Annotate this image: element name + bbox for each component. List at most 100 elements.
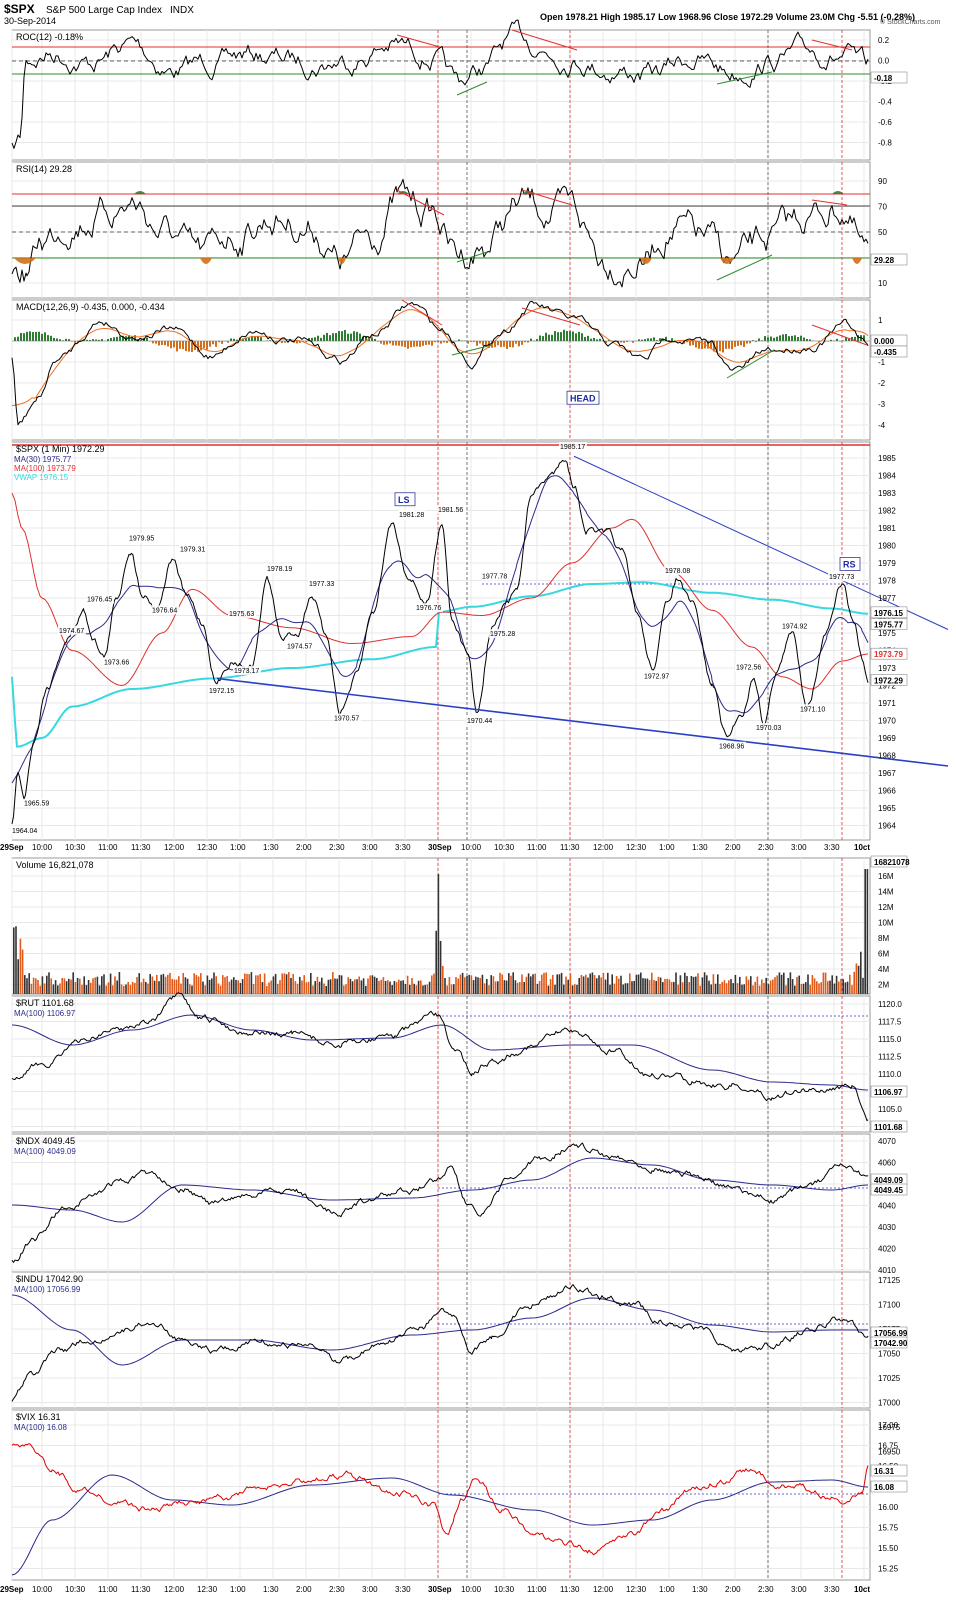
volume-bar — [281, 973, 283, 994]
price-tick-label: 1977 — [878, 594, 896, 603]
roc-badge: -0.18 — [874, 74, 893, 83]
macd-histogram-bar — [584, 337, 586, 341]
time-axis-label: 10ct — [854, 843, 870, 852]
time-axis-label: 11:30 — [131, 1585, 151, 1594]
price-point-label: 1972.15 — [209, 688, 234, 695]
time-axis-bottom: 29Sep 10:00 10:30 11:00 11:30 12:00 12:30 1:00 1… — [0, 1585, 870, 1594]
pattern-label: RS — [843, 560, 856, 570]
macd-histogram-bar — [14, 337, 16, 341]
volume-bar — [15, 926, 17, 994]
volume-bar — [593, 975, 596, 994]
volume-bar — [444, 977, 446, 994]
volume-bar — [420, 980, 422, 994]
volume-bar — [37, 979, 39, 994]
volume-bar — [101, 976, 103, 994]
rut-tick-label: 1105.0 — [878, 1105, 902, 1114]
volume-tick-label: 2M — [878, 981, 889, 990]
macd-histogram-bar — [482, 341, 484, 346]
volume-bar — [569, 973, 572, 994]
volume-bar — [679, 975, 682, 994]
time-axis-label: 11:00 — [527, 843, 547, 852]
macd-histogram-bar — [719, 341, 721, 352]
macd-histogram-bar — [50, 335, 52, 341]
volume-bar — [739, 976, 741, 994]
ndx-ma-legend: MA(100) 4049.09 — [14, 1147, 76, 1156]
macd-histogram-bar — [626, 341, 628, 342]
volume-bar — [530, 976, 532, 994]
volume-bar — [32, 977, 35, 994]
volume-bar — [523, 981, 525, 994]
volume-bar — [750, 976, 752, 994]
volume-bar — [54, 980, 57, 994]
volume-bar — [140, 982, 143, 994]
volume-bar — [600, 977, 602, 994]
volume-bar — [402, 980, 404, 994]
macd-tick-label: -2 — [878, 379, 886, 388]
macd-histogram-bar — [782, 334, 784, 341]
macd-histogram-bar — [299, 341, 301, 343]
price-tick-label: 1966 — [878, 787, 896, 796]
rsi-title: RSI(14) 29.28 — [16, 164, 72, 174]
volume-bar — [202, 981, 204, 994]
roc-divergence-green — [716, 71, 773, 85]
macd-histogram-bar — [287, 341, 289, 342]
price-point-label-bg — [781, 621, 809, 631]
macd-histogram-bar — [140, 339, 142, 341]
volume-bar — [728, 980, 730, 994]
macd-histogram-bar — [758, 338, 760, 341]
volume-bar — [235, 979, 237, 994]
volume-bar — [796, 976, 798, 994]
macd-histogram-bar — [341, 331, 343, 341]
indu-tick-label: 16975 — [878, 1423, 901, 1432]
price-point-label-bg — [398, 510, 426, 520]
time-axis-label: 10:00 — [461, 843, 482, 852]
volume-bar — [435, 930, 437, 994]
macd-histogram-bar — [671, 338, 673, 341]
volume-bar — [431, 975, 433, 994]
macd-histogram-bar — [92, 339, 94, 341]
macd-histogram-bar — [167, 341, 169, 347]
macd-histogram-bar — [386, 341, 388, 345]
volume-bar — [197, 976, 200, 994]
volume-bar — [857, 965, 860, 994]
macd-signal-line — [11, 307, 869, 407]
volume-bar — [730, 979, 732, 994]
price-ma100-badge: 1973.79 — [874, 650, 903, 659]
price-point-label: 1976.45 — [87, 597, 112, 604]
volume-bar — [816, 981, 818, 994]
macd-histogram-bar — [170, 341, 172, 349]
volume-bar — [347, 977, 349, 994]
volume-bar — [835, 975, 838, 994]
macd-histogram-bar — [284, 341, 286, 343]
macd-histogram-bar — [410, 341, 412, 348]
macd-title: MACD(12,26,9) -0.435, 0.000, -0.434 — [16, 302, 165, 312]
macd-histogram-bar — [605, 341, 607, 344]
macd-histogram-bar — [89, 339, 91, 341]
volume-bar — [571, 985, 574, 994]
macd-histogram-bar — [854, 336, 856, 341]
time-axis-label: 11:30 — [560, 843, 580, 852]
volume-bar — [277, 983, 279, 994]
macd-histogram-bar — [359, 333, 361, 341]
volume-bar — [76, 977, 79, 994]
macd-histogram-bar — [347, 333, 349, 341]
macd-histogram-bar — [131, 336, 133, 341]
macd-histogram-bar — [725, 341, 727, 349]
price-tick-label: 1964 — [878, 822, 896, 831]
volume-bar — [703, 972, 706, 994]
chart-date: 30-Sep-2014 — [4, 16, 56, 26]
price-point-label-bg — [415, 603, 443, 613]
macd-histogram-bar — [401, 341, 403, 347]
volume-bar — [802, 983, 805, 994]
volume-bar — [226, 975, 228, 994]
macd-histogram-bar — [749, 341, 751, 344]
pattern-label-box — [839, 557, 861, 571]
volume-bar — [252, 983, 255, 994]
volume-bar — [362, 978, 365, 994]
price-point-label-bg — [481, 571, 509, 581]
vix-ma-legend: MA(100) 16.08 — [14, 1423, 67, 1432]
macd-histogram-bar — [227, 341, 229, 343]
macd-histogram-bar — [221, 341, 223, 344]
price-point-label-bg — [286, 641, 314, 651]
price-tick-label: 1965 — [878, 804, 896, 813]
